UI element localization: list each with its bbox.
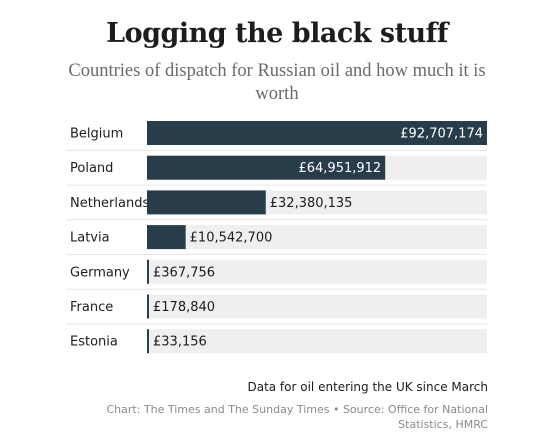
- category-label-belgium: Belgium: [70, 127, 123, 142]
- value-label-france: £178,840: [153, 300, 215, 315]
- value-label-latvia: £10,542,700: [190, 231, 273, 246]
- chart-subtitle: Countries of dispatch for Russian oil an…: [68, 61, 486, 104]
- bar-track-germany: [147, 259, 487, 284]
- bar-germany: [147, 259, 149, 284]
- bar-chart: Belgium £92,707,174 Poland £64,951,912 Nethe…: [66, 121, 487, 354]
- category-label-poland: Poland: [70, 161, 113, 176]
- bar-belgium: [147, 121, 487, 145]
- bar-latvia: [147, 225, 186, 250]
- category-label-latvia: Latvia: [70, 231, 110, 246]
- value-label-estonia: £33,156: [153, 335, 207, 350]
- chart-source: Chart: The Times and The Sunday Times • …: [106, 403, 488, 431]
- category-label-netherlands: Netherlands: [70, 196, 149, 211]
- value-label-germany: £367,756: [153, 265, 215, 280]
- category-label-france: France: [70, 300, 113, 315]
- bar-poland: [147, 155, 386, 180]
- bar-france: [147, 294, 149, 319]
- bar-track-france: [147, 294, 487, 319]
- value-label-poland: £64,951,912: [298, 161, 381, 176]
- bar-netherlands: [147, 190, 266, 215]
- chart-title: Logging the black stuff: [106, 18, 448, 49]
- bar-track-estonia: [147, 329, 487, 354]
- value-label-netherlands: £32,380,135: [270, 196, 353, 211]
- value-label-belgium: £92,707,174: [400, 127, 483, 142]
- category-label-germany: Germany: [70, 265, 130, 280]
- bar-track-latvia: [147, 225, 487, 250]
- category-label-estonia: Estonia: [70, 335, 118, 350]
- chart-note: Data for oil entering the UK since March: [247, 380, 488, 394]
- bar-estonia: [147, 329, 149, 354]
